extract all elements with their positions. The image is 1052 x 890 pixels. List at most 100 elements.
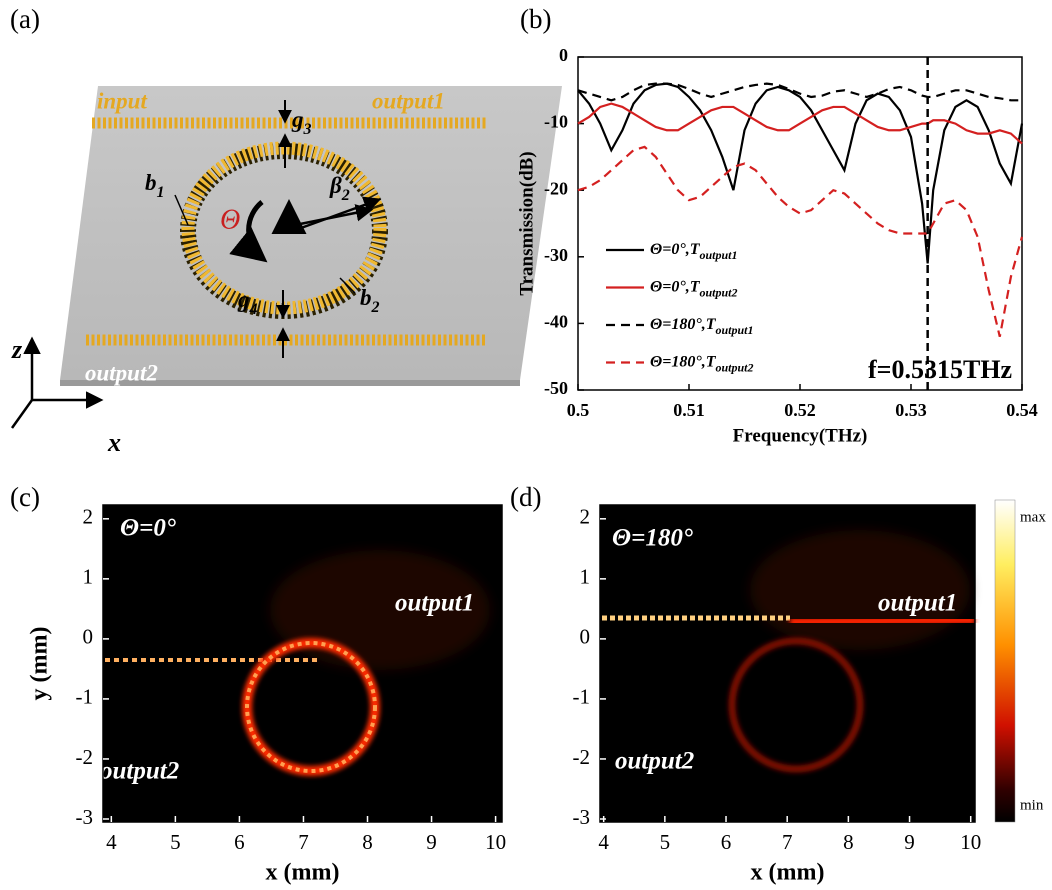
y-tick-label: -50 [544, 378, 568, 398]
annotation: output1 [395, 590, 474, 617]
legend-entry: Θ=180°,Toutput2 [650, 353, 754, 374]
x-tick-label: 4 [106, 830, 117, 854]
x-tick-label: 0.51 [673, 400, 705, 420]
y-tick-label: -3 [573, 805, 591, 829]
axis-label-x: x [107, 428, 121, 457]
x-tick-label: 0.5 [567, 400, 590, 420]
panel-label: (a) [10, 4, 40, 34]
annotation: output2 [100, 758, 179, 785]
label-sub: 1 [157, 184, 165, 201]
x-tick-label: 5 [660, 830, 671, 854]
x-tick-label: 10 [960, 830, 981, 854]
axis-label-z: z [11, 335, 23, 364]
annotation: f=0.5315THz [868, 355, 1012, 384]
substrate-edge [60, 380, 520, 386]
legend-sub: output2 [716, 360, 754, 374]
pointer [339, 277, 356, 294]
field-ring [728, 637, 864, 773]
legend-entry: Θ=180°,Toutput1 [650, 316, 754, 337]
label-g3: g3 [291, 107, 312, 137]
y-tick-label: 0 [580, 625, 591, 649]
x-axis-label: Frequency(THz) [733, 425, 868, 446]
y-tick-label: -40 [544, 312, 568, 332]
y-tick-label: -2 [76, 745, 94, 769]
label-input: input [97, 88, 147, 113]
label-beta2: β2 [329, 173, 350, 203]
x-tick-label: 9 [904, 830, 915, 854]
annotation: output1 [878, 590, 957, 617]
legend-name: Θ=180°,T [650, 316, 717, 333]
pointer [174, 194, 189, 226]
y-tick-label: 1 [83, 565, 94, 589]
series-line [577, 82, 1022, 102]
x-tick-label: 10 [485, 830, 506, 854]
legend-sub: output1 [716, 323, 754, 337]
label-sub: 2 [371, 299, 380, 316]
label-sub: 3 [303, 121, 312, 138]
y-tick-label: 0 [83, 625, 94, 649]
y-tick-label: 2 [580, 505, 591, 529]
field-waveguide [789, 615, 976, 627]
x-tick-label: 5 [170, 830, 181, 854]
field-map-c [103, 505, 502, 822]
legend-sub: output1 [700, 248, 738, 262]
legend-name: Θ=0°,T [650, 241, 701, 258]
y-tick-label: 0 [559, 45, 568, 65]
label-output2: output2 [85, 360, 158, 385]
label-main: b [145, 170, 157, 195]
legend-entry: Θ=0°,Toutput1 [650, 241, 738, 262]
x-tick-label: 7 [298, 830, 309, 854]
series-line [577, 102, 1023, 145]
y-tick-label: -3 [76, 805, 94, 829]
annotation: Θ=180° [612, 525, 693, 552]
x-tick-label: 6 [721, 830, 732, 854]
axis-arrow [10, 399, 34, 429]
y-tick-label: -1 [76, 685, 94, 709]
label-main: g [237, 287, 250, 312]
x-tick-label: 8 [362, 830, 373, 854]
label-b1: b1 [145, 170, 165, 200]
x-axis-label: x (mm) [266, 860, 340, 886]
x-tick-label: 0.54 [1006, 400, 1038, 420]
x-tick-label: 7 [782, 830, 793, 854]
label-main: g [291, 107, 304, 132]
legend-entry: Θ=0°,Toutput2 [650, 278, 738, 299]
y-tick-label: 2 [83, 505, 94, 529]
colorbar-label: max [1020, 509, 1046, 525]
x-tick-label: 6 [234, 830, 245, 854]
x-tick-label: 9 [426, 830, 437, 854]
panel-label: (d) [510, 482, 541, 512]
device-diagram: input output1 output2 g3 g4 b1 b2 β2 Θ z… [10, 86, 562, 457]
y-tick-label: -20 [544, 178, 568, 198]
label-main: β [329, 173, 342, 198]
y-tick-label: 1 [580, 565, 591, 589]
panel-label: (c) [10, 482, 40, 512]
field-ring [245, 641, 377, 773]
y-tick-label: -30 [544, 245, 568, 265]
x-tick-label: 8 [843, 830, 854, 854]
y-axis-label: Transmission(dB) [516, 151, 537, 295]
y-axis-label: y (mm) [27, 627, 53, 701]
plot-frame [102, 504, 503, 823]
series-line [577, 82, 1024, 264]
x-tick-label: 0.52 [784, 400, 816, 420]
series-line [577, 145, 1024, 337]
label-b2: b2 [360, 285, 380, 315]
label-theta: Θ [220, 204, 240, 235]
substrate [60, 86, 562, 380]
label-g4: g4 [237, 287, 258, 317]
y-tick-label: -2 [573, 745, 591, 769]
panel-label: (b) [520, 4, 551, 34]
x-tick-label: 4 [598, 830, 609, 854]
label-main: b [360, 285, 372, 310]
label-output1: output1 [372, 88, 445, 113]
y-tick-label: -10 [544, 112, 568, 132]
legend-name: Θ=0°,T [650, 278, 701, 295]
legend-name: Θ=180°,T [650, 353, 717, 370]
y-tick-label: -1 [573, 685, 591, 709]
legend-sub: output2 [700, 285, 738, 299]
colorbar [994, 499, 1016, 823]
colorbar-label: min [1020, 797, 1044, 813]
rotation-arrow [229, 200, 268, 263]
